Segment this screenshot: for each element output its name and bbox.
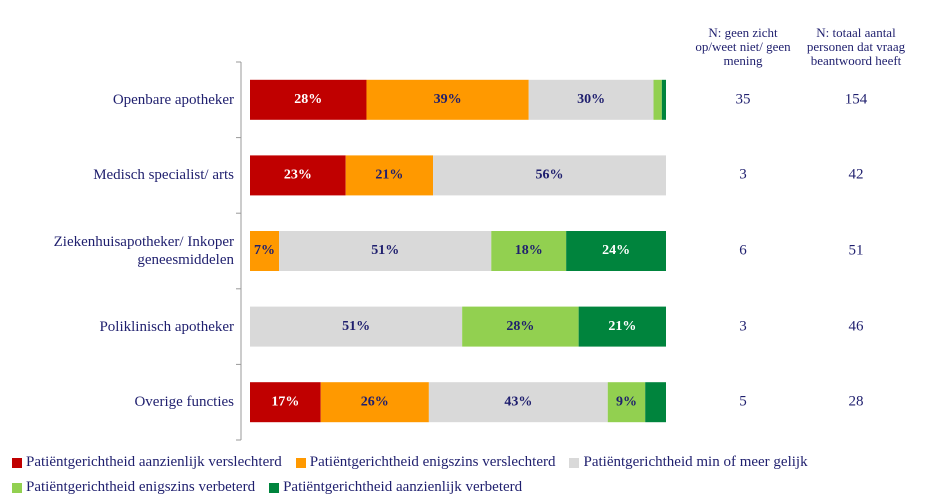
value-label: 39% bbox=[434, 92, 462, 107]
column-value: 154 bbox=[844, 91, 868, 108]
legend-item: Patiëntgerichtheid min of meer gelijk bbox=[569, 454, 808, 471]
column-header: N: geen zicht op/weet niet/ geen mening bbox=[695, 25, 791, 68]
value-label: 21% bbox=[608, 319, 636, 334]
value-label: 26% bbox=[361, 394, 389, 409]
category-label: Overige functies bbox=[134, 394, 234, 411]
legend-label: Patiëntgerichtheid enigszins verbeterd bbox=[26, 479, 256, 495]
column-value: 46 bbox=[848, 318, 864, 335]
bar-segment bbox=[250, 155, 346, 196]
category-label: Medisch specialist/ arts bbox=[93, 167, 234, 184]
legend-item: Patiëntgerichtheid enigszins verbeterd bbox=[12, 479, 255, 496]
bar-segment bbox=[578, 306, 666, 347]
value-label: 43% bbox=[504, 394, 532, 409]
bar-segment bbox=[653, 79, 662, 120]
bar-segment bbox=[320, 382, 429, 423]
bar-segment bbox=[566, 231, 666, 271]
column-value: 35 bbox=[735, 91, 751, 108]
column-value: 3 bbox=[739, 318, 747, 335]
value-label: 24% bbox=[602, 243, 630, 258]
bar-segment bbox=[279, 231, 492, 271]
value-label: 7% bbox=[254, 243, 275, 258]
legend-label: Patiëntgerichtheid min of meer gelijk bbox=[583, 454, 808, 470]
column-value: 3 bbox=[739, 166, 747, 183]
legend-swatch bbox=[12, 482, 22, 493]
value-label: 28% bbox=[294, 92, 322, 107]
chart: 28% 39% 30% 23% 21% 56% 7% 51% 18% 24% 51% 28% 21% 17… bbox=[236, 61, 666, 441]
value-label: 18% bbox=[515, 243, 543, 258]
category-label: Ziekenhuisapotheker/ Inkoper geneesmidde… bbox=[53, 234, 234, 268]
category-label: Poliklinisch apotheker bbox=[99, 318, 234, 335]
value-label: 9% bbox=[616, 394, 637, 409]
legend-label: Patiëntgerichtheid aanzienlijk verslecht… bbox=[26, 454, 282, 470]
value-label: 28% bbox=[506, 319, 534, 334]
column-value: 28 bbox=[848, 393, 864, 410]
bar-segment bbox=[462, 306, 579, 347]
bar-segment bbox=[250, 79, 367, 120]
legend-label: Patiëntgerichtheid enigszins verslechter… bbox=[309, 454, 556, 470]
bar-segment bbox=[645, 382, 666, 423]
value-label: 51% bbox=[371, 243, 399, 258]
legend-item: Patiëntgerichtheid aanzienlijk verslecht… bbox=[12, 454, 282, 471]
legend-label: Patiëntgerichtheid aanzienlijk verbeterd bbox=[283, 479, 523, 495]
value-label: 21% bbox=[375, 168, 403, 183]
column-value: 5 bbox=[739, 393, 747, 410]
column-value: 6 bbox=[739, 242, 747, 259]
legend-swatch bbox=[295, 457, 306, 468]
bar-segment bbox=[428, 382, 608, 423]
value-label: 30% bbox=[577, 92, 605, 107]
column-value: 42 bbox=[848, 166, 864, 183]
bar-segment bbox=[250, 382, 321, 423]
bar-segment bbox=[250, 306, 463, 347]
column-value: 51 bbox=[848, 242, 864, 259]
bar-segment bbox=[366, 79, 529, 120]
value-label: 56% bbox=[536, 168, 564, 183]
value-label: 51% bbox=[342, 319, 370, 334]
bar-segment bbox=[250, 231, 280, 271]
legend-swatch bbox=[569, 457, 580, 468]
column-header: N: totaal aantal personen dat vraag bean… bbox=[806, 25, 906, 68]
bar-segment bbox=[491, 231, 567, 271]
legend-item: Patiëntgerichtheid aanzienlijk verbeterd bbox=[269, 479, 522, 496]
category-label: Openbare apotheker bbox=[112, 91, 234, 108]
legend-swatch bbox=[12, 457, 22, 468]
legend: Patiëntgerichtheid aanzienlijk verslecht… bbox=[12, 454, 938, 496]
bar-segment bbox=[345, 155, 434, 196]
bar-segment bbox=[607, 382, 646, 423]
legend-swatch bbox=[269, 482, 280, 493]
value-label: 17% bbox=[271, 394, 299, 409]
bar-segment bbox=[433, 155, 666, 196]
legend-item: Patiëntgerichtheid enigszins verslechter… bbox=[295, 454, 556, 471]
bar-segment bbox=[528, 79, 654, 120]
bar-segment bbox=[661, 79, 666, 120]
value-label: 23% bbox=[284, 168, 312, 183]
